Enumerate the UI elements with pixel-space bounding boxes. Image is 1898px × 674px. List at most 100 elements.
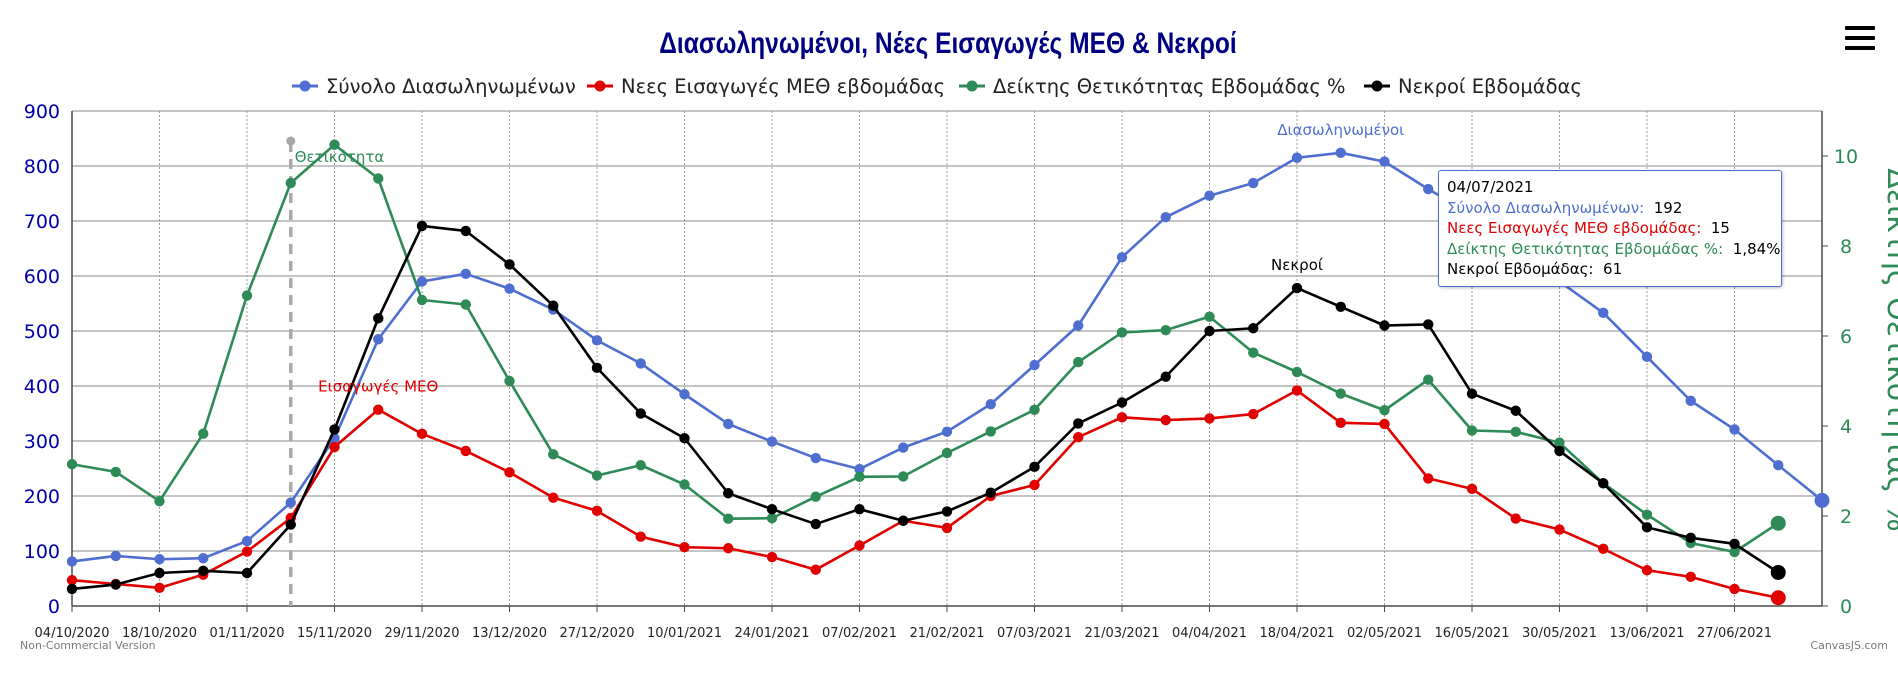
data-point: [1291, 152, 1303, 163]
data-point: [1335, 147, 1346, 158]
data-point: [1160, 371, 1171, 382]
data-point: [1685, 532, 1696, 543]
data-point: [1291, 282, 1303, 294]
data-point: [416, 428, 428, 440]
legend-swatch-dot: [1371, 80, 1383, 92]
data-point: [548, 492, 559, 503]
data-point: [941, 447, 953, 459]
tooltip-label: Νεκροί Εβδομάδας:: [1447, 260, 1594, 278]
data-point: [723, 488, 734, 499]
x-axis-tick-label: 07/02/2021: [822, 626, 897, 641]
data-point: [1379, 418, 1390, 430]
x-axis-tick-label: 13/06/2021: [1610, 626, 1685, 641]
series-line: [71, 224, 1779, 591]
data-point: [1204, 325, 1215, 337]
tooltip-value: 1,84%: [1732, 239, 1781, 258]
data-point: [110, 579, 121, 590]
x-axis-tick-label: 13/12/2020: [472, 626, 547, 641]
right-axis-tick-label: 6: [1840, 326, 1852, 348]
data-point: [241, 535, 253, 547]
data-point: [373, 404, 384, 415]
data-point: [416, 276, 428, 287]
data-point: [898, 442, 909, 453]
data-point: [1335, 388, 1346, 399]
data-point: [941, 522, 953, 534]
series-annotation: Διασωληνωμένοι: [1277, 121, 1404, 139]
tooltip-label: Σύνολο Διασωληνωμένων:: [1447, 198, 1645, 217]
x-axis-tick-label: 01/11/2020: [210, 626, 285, 641]
data-point: [460, 225, 471, 237]
data-point: [591, 505, 603, 517]
data-point: [1204, 190, 1215, 201]
legend-label: Νεκροί Εβδομάδας: [1398, 75, 1582, 98]
data-point: [285, 177, 296, 189]
data-point: [1466, 425, 1478, 436]
data-point: [854, 540, 865, 551]
legend-item: Δείκτης Θετικότητας Εβδομάδας %: [959, 75, 1346, 98]
data-point: [766, 513, 778, 524]
data-point: [504, 467, 515, 478]
data-point: [1073, 418, 1084, 429]
data-point: [504, 283, 515, 294]
data-point: [591, 470, 603, 481]
x-axis-tick-label: 15/11/2020: [297, 626, 372, 641]
data-point: [1029, 404, 1040, 415]
data-point: [154, 567, 165, 579]
x-axis-tick-label: 02/05/2021: [1347, 626, 1422, 641]
data-point: [1248, 177, 1259, 189]
data-point: [941, 506, 953, 517]
data-point: [679, 433, 690, 444]
data-point: [854, 463, 865, 475]
data-point: [635, 358, 646, 369]
left-axis-tick-label: 500: [24, 321, 60, 343]
tooltip-label: Νεες Εισαγωγές ΜΕΘ εβδομάδας:: [1447, 219, 1702, 237]
x-axis-tick-label: 04/04/2021: [1172, 626, 1247, 641]
x-axis-tick-label: 21/03/2021: [1085, 626, 1160, 641]
data-point: [1116, 252, 1128, 263]
data-point: [66, 556, 78, 567]
data-point: [373, 313, 384, 324]
chart-title: Διασωληνωμένοι, Νέες Εισαγωγές ΜΕΘ & Νεκ…: [659, 26, 1236, 60]
data-point: [1029, 461, 1040, 473]
data-point: [723, 543, 734, 554]
data-point: [373, 334, 384, 345]
series-3: [66, 220, 1786, 595]
data-point: [898, 515, 909, 526]
data-point: [1073, 320, 1084, 331]
left-axis-tick-label: 900: [24, 101, 60, 123]
data-point: [1729, 538, 1740, 550]
data-point: [1685, 395, 1696, 407]
watermark-right[interactable]: CanvasJS.com: [1810, 639, 1888, 652]
chart-annotations: Διασωληνωμένοι Εισαγωγές ΜΕΘ Θετικότητα Νεκ…: [295, 121, 1404, 396]
x-axis-tick-label: 29/11/2020: [385, 626, 460, 641]
data-point: [285, 497, 296, 508]
chart-tooltip: 04/07/2021 Σύνολο Διασωληνωμένων: 192 Νε…: [1438, 170, 1782, 287]
tooltip-label: Δείκτης Θετικότητας Εβδομάδας %:: [1447, 239, 1724, 258]
left-axis-tick-label: 0: [48, 596, 60, 618]
data-point: [110, 466, 121, 478]
hamburger-menu-icon[interactable]: [1845, 26, 1875, 52]
data-point: [1291, 366, 1303, 378]
data-point: [1554, 437, 1565, 448]
data-point: [1160, 324, 1171, 336]
data-point: [548, 300, 559, 311]
tooltip-row-icu: Νεες Εισαγωγές ΜΕΘ εβδομάδας: 15: [1447, 218, 1773, 239]
data-point: [1598, 543, 1609, 554]
marker-dot: [286, 136, 296, 146]
data-point: [66, 574, 78, 586]
series-1: [66, 385, 1786, 606]
data-point: [1379, 156, 1390, 167]
legend-item: Σύνολο Διασωληνωμένων: [292, 75, 576, 98]
data-point: [154, 495, 165, 507]
data-point: [635, 408, 646, 419]
data-point: [1466, 483, 1478, 495]
legend-item: Νεκροί Εβδομάδας: [1364, 75, 1582, 98]
data-point: [1423, 374, 1434, 385]
data-point: [504, 259, 515, 270]
data-point: [1379, 405, 1390, 416]
legend-swatch-dot: [594, 80, 606, 92]
legend-label: Νεες Εισαγωγές ΜΕΘ εβδομάδας: [621, 75, 945, 98]
data-point: [1204, 311, 1215, 322]
data-point: [154, 554, 165, 565]
